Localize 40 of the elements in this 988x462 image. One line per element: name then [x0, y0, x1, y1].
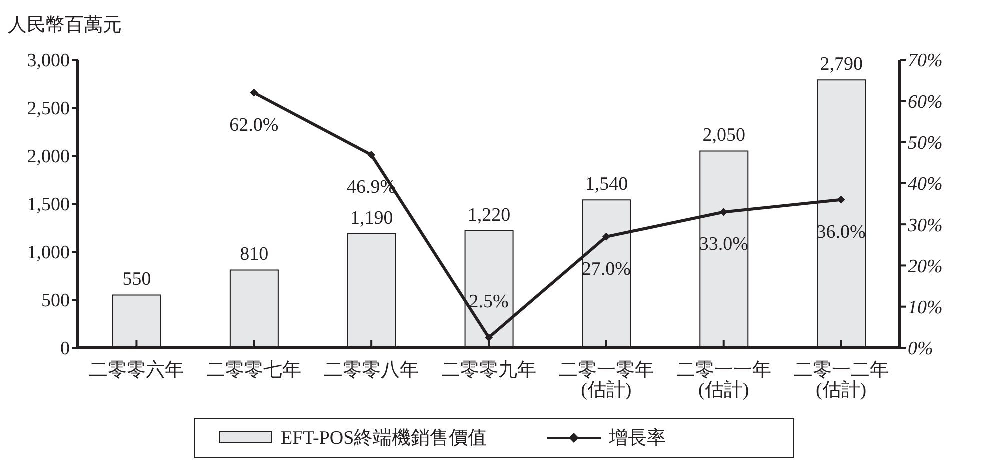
y-tick-label: 1,500	[27, 194, 70, 216]
data-label: 810	[240, 244, 269, 266]
legend-label: EFT-POS終端機銷售價值	[281, 427, 488, 451]
y-tick-label: 0	[60, 338, 70, 360]
y-tick-label: 2,000	[27, 146, 70, 168]
y-tick-label: 3,000	[27, 50, 70, 72]
y-axis-title: 人民幣百萬元	[8, 14, 122, 38]
data-label: 1,540	[585, 174, 628, 196]
x-tick-label: 二零零六年	[89, 359, 184, 381]
data-label: 1,190	[350, 208, 394, 229]
y-tick-label: 1,000	[27, 242, 70, 264]
x-tick-label: 二零一零年 (估計)	[558, 360, 654, 401]
data-label: 1,220	[468, 204, 511, 226]
x-tick-label: 二零零八年	[324, 360, 420, 381]
point	[602, 232, 610, 241]
y2-tick-label: 70%	[908, 50, 943, 72]
y2-tick-label: 60%	[908, 92, 943, 113]
data-label: 62.0%	[230, 114, 279, 136]
y-tick-label: 500	[42, 290, 70, 312]
data-label: 2.5%	[469, 292, 509, 313]
point	[720, 208, 728, 216]
point	[250, 88, 258, 97]
y2-tick-label: 50%	[908, 133, 943, 154]
data-label: 2,050	[702, 125, 746, 146]
y2-tick-label: 20%	[908, 256, 943, 278]
y2-tick-label: 30%	[907, 215, 943, 236]
data-label: 2,790	[820, 54, 863, 76]
y-tick-label: 2,500	[27, 98, 70, 120]
x-tick-label: 二零零七年	[206, 360, 302, 381]
x-tick-label: 二零一二年 (估計)	[794, 360, 889, 401]
point	[368, 151, 376, 160]
x-tick-label: 二零零九年	[442, 360, 536, 381]
data-label: 550	[122, 269, 152, 290]
legend-label: 增長率	[609, 427, 666, 451]
point	[485, 334, 493, 342]
x-tick-label: 二零一一年 (估計)	[676, 360, 772, 401]
y2-tick-label: 40%	[908, 174, 943, 196]
y2-tick-label: 0%	[908, 338, 934, 360]
point	[837, 196, 846, 204]
y2-tick-label: 10%	[908, 298, 943, 319]
